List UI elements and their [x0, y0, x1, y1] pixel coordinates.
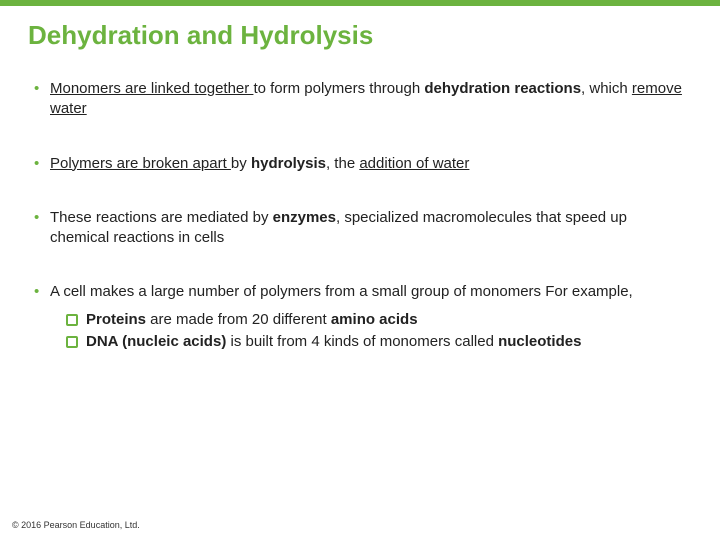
- slide-title: Dehydration and Hydrolysis: [28, 20, 720, 51]
- text-bold: amino acids: [331, 311, 418, 328]
- sub-bullet-list: Proteins are made from 20 different amin…: [50, 309, 686, 354]
- sub-bullet-item: DNA (nucleic acids) is built from 4 kind…: [64, 331, 686, 354]
- text-underline: Monomers are linked together: [50, 80, 253, 97]
- bullet-list: Monomers are linked together to form pol…: [34, 79, 686, 354]
- bullet-item: A cell makes a large number of polymers …: [34, 282, 686, 353]
- text: by: [231, 155, 251, 172]
- sub-bullet-item: Proteins are made from 20 different amin…: [64, 309, 686, 332]
- text: to form polymers through: [253, 80, 424, 97]
- text-bold: dehydration reactions: [424, 80, 581, 97]
- text-underline: addition of water: [359, 155, 469, 172]
- bullet-item: Polymers are broken apart by hydrolysis,…: [34, 154, 686, 174]
- text: A cell makes a large number of polymers …: [50, 283, 633, 300]
- text: These reactions are mediated by: [50, 209, 273, 226]
- content-area: Monomers are linked together to form pol…: [0, 61, 720, 354]
- text: , which: [581, 80, 632, 97]
- title-block: Dehydration and Hydrolysis: [0, 6, 720, 61]
- text-bold: hydrolysis: [251, 155, 326, 172]
- text: , the: [326, 155, 359, 172]
- bullet-item: Monomers are linked together to form pol…: [34, 79, 686, 120]
- text-bold: Proteins: [86, 311, 146, 328]
- text-underline: Polymers are broken apart: [50, 155, 231, 172]
- text-bold: enzymes: [273, 209, 336, 226]
- text: is built from 4 kinds of monomers called: [226, 333, 498, 350]
- copyright-footer: © 2016 Pearson Education, Ltd.: [12, 520, 140, 530]
- text-bold: DNA (nucleic acids): [86, 333, 226, 350]
- text-bold: nucleotides: [498, 333, 581, 350]
- text: are made from 20 different: [146, 311, 331, 328]
- bullet-item: These reactions are mediated by enzymes,…: [34, 208, 686, 249]
